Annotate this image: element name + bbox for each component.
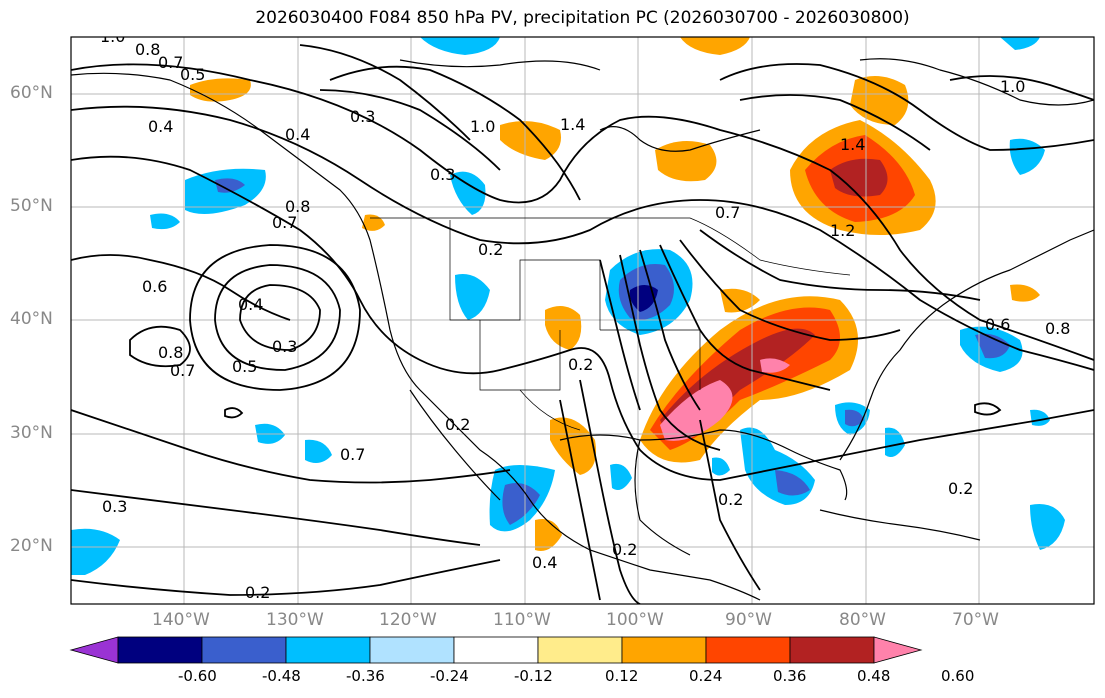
colorbar-tick: -0.12 [514,667,553,685]
contour-labels: 0.8 0.7 0.5 1.0 0.4 0.3 0.4 0.3 1.0 1.4 … [100,27,1070,602]
lon-label-100w: 100°W [606,610,664,630]
contour-label: 0.4 [148,117,173,136]
lat-label-30n: 30°N [10,423,53,443]
lat-lon-grid [71,37,1094,604]
colorbar-tick: 0.24 [689,667,723,685]
lat-label-50n: 50°N [10,196,53,216]
colorbar-tick: -0.60 [178,667,217,685]
contour-label: 0.2 [718,490,743,509]
contour-label: 0.3 [430,165,455,184]
contour-label: 0.7 [715,203,740,222]
contour-label: 0.6 [985,315,1010,334]
contour-label: 0.8 [135,40,160,59]
lat-label-60n: 60°N [10,83,53,103]
contour-label: 1.0 [470,117,495,136]
lon-label-110w: 110°W [493,610,551,630]
contour-label: 0.2 [612,540,637,559]
colorbar-tick: -0.24 [430,667,469,685]
colorbar-tick: -0.36 [346,667,385,685]
contour-label: 0.5 [232,357,257,376]
contour-label: 0.7 [340,445,365,464]
colorbar-tick: 0.48 [857,667,891,685]
contour-label: 0.7 [170,361,195,380]
contour-label: 0.2 [568,355,593,374]
lon-label-90w: 90°W [725,610,772,630]
lat-label-40n: 40°N [10,309,53,329]
contour-label: 0.3 [350,107,375,126]
lat-label-20n: 20°N [10,536,53,556]
contour-label: 0.2 [245,583,270,602]
contour-label: 0.8 [285,197,310,216]
colorbar-tick: 0.60 [941,667,975,685]
contour-label: 0.2 [948,479,973,498]
contour-label: 0.6 [142,277,167,296]
contour-label: 0.4 [238,295,263,314]
lon-label-130w: 130°W [266,610,324,630]
contour-label: 0.7 [158,53,183,72]
map-title: 2026030400 F084 850 hPa PV, precipitatio… [255,8,910,28]
lon-label-120w: 120°W [379,610,437,630]
lon-label-70w: 70°W [952,610,999,630]
contour-label: 0.3 [272,337,297,356]
contour-label: 0.3 [102,497,127,516]
contour-label: 1.4 [560,115,585,134]
precip-shading [71,37,1065,575]
contour-label: 0.7 [272,213,297,232]
contour-label: 0.4 [285,125,310,144]
contour-label: 0.8 [158,343,183,362]
contour-label: 0.2 [478,240,503,259]
contour-label: 1.0 [100,27,125,46]
contour-label: 0.4 [532,553,557,572]
contour-label: 0.2 [445,415,470,434]
colorbar-tick: 0.36 [773,667,807,685]
coastlines [71,58,1094,601]
contour-label: 1.2 [830,221,855,240]
lon-label-80w: 80°W [839,610,886,630]
pv-contours [71,44,1094,604]
contour-label: 0.8 [1045,319,1070,338]
contour-label: 0.5 [180,65,205,84]
contour-label: 1.0 [1000,77,1025,96]
lon-label-140w: 140°W [152,610,210,630]
colorbar-tick: -0.48 [262,667,301,685]
contour-label: 1.4 [840,135,865,154]
colorbar-tick: 0.12 [605,667,639,685]
